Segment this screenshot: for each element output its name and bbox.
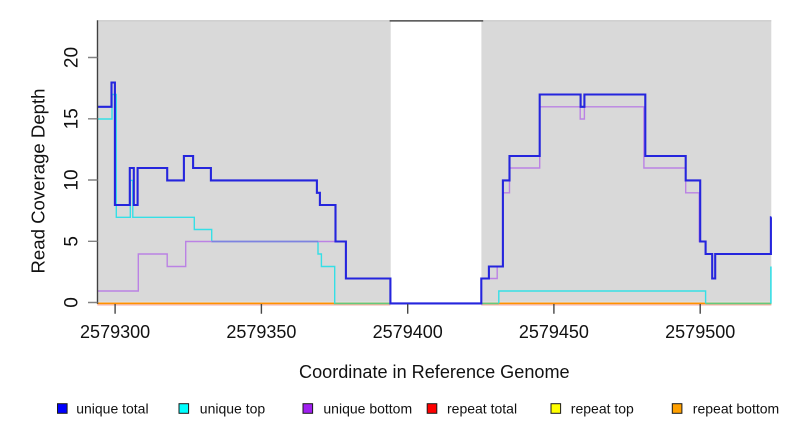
svg-text:10: 10 — [62, 169, 83, 190]
svg-text:unique total: unique total — [76, 400, 148, 416]
svg-text:Coordinate in Reference Genome: Coordinate in Reference Genome — [299, 362, 570, 382]
svg-text:repeat total: repeat total — [447, 400, 517, 416]
svg-text:2579300: 2579300 — [80, 322, 150, 342]
svg-text:0: 0 — [62, 297, 83, 308]
svg-text:2579500: 2579500 — [665, 322, 735, 342]
svg-text:Read Coverage Depth: Read Coverage Depth — [28, 88, 49, 273]
svg-text:15: 15 — [62, 108, 83, 129]
svg-text:unique bottom: unique bottom — [323, 400, 412, 416]
svg-text:repeat top: repeat top — [571, 400, 634, 416]
svg-text:5: 5 — [62, 236, 83, 247]
svg-text:repeat bottom: repeat bottom — [693, 400, 779, 416]
svg-text:2579350: 2579350 — [226, 322, 296, 342]
svg-text:2579450: 2579450 — [519, 322, 589, 342]
svg-text:20: 20 — [62, 47, 83, 68]
svg-text:2579400: 2579400 — [373, 322, 443, 342]
svg-text:unique top: unique top — [200, 400, 266, 416]
